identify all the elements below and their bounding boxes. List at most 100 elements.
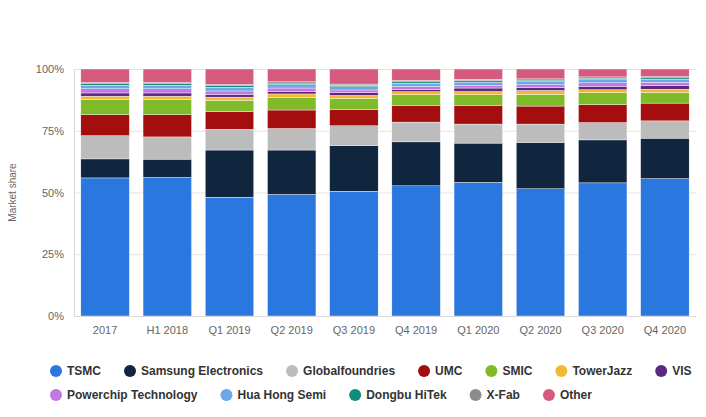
y-axis-line — [75, 70, 697, 317]
bar-segment — [81, 136, 130, 159]
legend-label: TSMC — [67, 364, 101, 378]
x-tick: Q4 2019 — [395, 316, 437, 336]
bar-segment — [578, 83, 627, 86]
bar-segment — [516, 106, 565, 124]
series — [81, 89, 689, 100]
bar-segment — [205, 86, 254, 87]
bar-segment — [392, 95, 441, 106]
legend-swatch — [555, 365, 567, 377]
legend-item: Hua Hong Semi — [220, 388, 326, 402]
bar-segment — [267, 110, 316, 129]
legend-item: Globalfoundries — [286, 364, 395, 378]
y-tick-label: 25% — [42, 248, 64, 260]
bar-segment — [330, 90, 379, 93]
bar-segment — [205, 100, 254, 111]
bar-segment — [392, 105, 441, 122]
bar-segment — [205, 94, 254, 97]
bar-segment — [81, 115, 130, 136]
bar-segment — [641, 121, 690, 138]
x-tick-label: 2017 — [93, 324, 117, 336]
bar-segment — [330, 146, 379, 192]
bar-segment — [516, 90, 565, 94]
legend-label: TowerJazz — [572, 364, 632, 378]
bar-segment — [81, 85, 130, 88]
bar-segment — [454, 95, 503, 106]
bar-segment — [454, 86, 503, 88]
bar-segment — [578, 105, 627, 123]
x-tick: H1 2018 — [147, 316, 189, 336]
legend-swatch — [485, 365, 497, 377]
legend-swatch — [124, 365, 136, 377]
x-tick: 2017 — [93, 316, 117, 336]
bar-segment — [205, 111, 254, 129]
bar-segment — [267, 194, 316, 316]
bar-segment — [330, 109, 379, 126]
bar-segment — [392, 83, 441, 86]
bar-segment — [205, 87, 254, 91]
x-tick-label: Q1 2019 — [208, 324, 250, 336]
legend-label: Samsung Electronics — [141, 364, 263, 378]
x-tick-label: Q3 2019 — [333, 324, 375, 336]
y-tick-label: 100% — [36, 63, 64, 75]
bar-segment — [205, 129, 254, 150]
bar-segment — [143, 89, 192, 93]
bar-segment — [392, 142, 441, 186]
bar-segment — [454, 106, 503, 124]
series — [81, 82, 689, 94]
legend-swatch — [470, 389, 482, 401]
legend-swatch — [220, 389, 232, 401]
bar-segment — [454, 88, 503, 91]
bar-segment — [143, 115, 192, 137]
legend-label: Hua Hong Semi — [237, 388, 326, 402]
x-tick: Q2 2019 — [271, 316, 313, 336]
plot: 0%25%50%75%100%2017H1 2018Q1 2019Q2 2019… — [36, 63, 697, 336]
legend-swatch — [349, 389, 361, 401]
bar-segment — [267, 150, 316, 194]
bar-segment — [143, 93, 192, 96]
bar-segment — [392, 82, 441, 83]
bar-segment — [205, 91, 254, 94]
series — [81, 177, 689, 316]
bar-segment — [81, 89, 130, 93]
bar-segment — [330, 85, 379, 86]
legend-label: VIS — [672, 364, 691, 378]
legend-item: SMIC — [485, 364, 532, 378]
legend-label: UMC — [435, 364, 463, 378]
bar-segment — [578, 123, 627, 140]
bar-segment — [516, 80, 565, 81]
y-axis-title: Market share — [7, 163, 18, 222]
grid-line — [74, 316, 696, 317]
legend-swatch — [50, 365, 62, 377]
bar-segment — [267, 91, 316, 94]
bar-segment — [267, 85, 316, 88]
bars — [81, 69, 689, 316]
bar-segment — [641, 79, 690, 82]
legend-swatch — [655, 365, 667, 377]
x-tick-label: H1 2018 — [147, 324, 189, 336]
bar-segment — [516, 87, 565, 90]
bar-segment — [454, 143, 503, 182]
bar-segment — [267, 94, 316, 97]
legend-label: Dongbu HiTek — [366, 388, 447, 402]
legend-item: VIS — [655, 364, 691, 378]
bar-segment — [454, 124, 503, 143]
bar-segment — [516, 69, 565, 79]
bar-segment — [516, 85, 565, 87]
bar-segment — [205, 150, 254, 197]
bar-segment — [267, 129, 316, 150]
legend-label: Other — [560, 388, 592, 402]
bar-segment — [81, 159, 130, 178]
x-tick: Q4 2020 — [644, 316, 686, 336]
bar-segment — [641, 179, 690, 316]
legend-item: TSMC — [50, 364, 101, 378]
bar-segment — [392, 69, 441, 81]
legend-item: Other — [543, 388, 592, 402]
series — [81, 69, 689, 85]
bar-segment — [205, 97, 254, 100]
bar-segment — [330, 98, 379, 109]
x-axis: 2017 H1 2018 Q1 2019 Q2 2019 Q3 2019 Q4 2019 Q… — [75, 316, 697, 336]
bar-segment — [516, 142, 565, 188]
y-tick-label: 50% — [42, 187, 64, 199]
bar-segment — [143, 137, 192, 159]
bar-segment — [454, 82, 503, 85]
